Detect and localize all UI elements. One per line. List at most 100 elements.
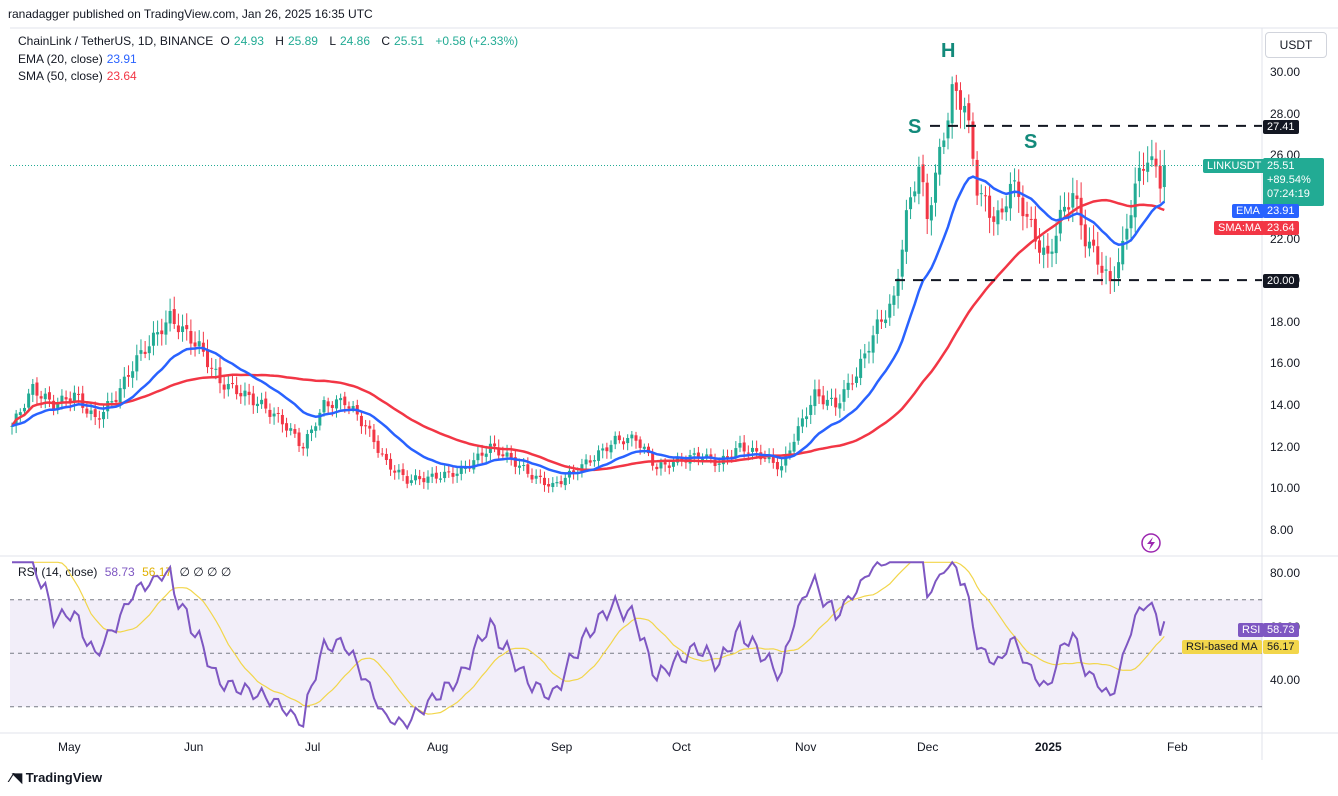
currency-button[interactable]: USDT	[1265, 32, 1327, 58]
candle-body	[351, 406, 355, 409]
candle-body	[22, 407, 26, 412]
time-tick-label: Sep	[551, 740, 573, 754]
candle-body	[230, 383, 234, 385]
candle-body	[958, 90, 962, 110]
candle-body	[771, 455, 775, 463]
candle-body	[1008, 183, 1012, 209]
candle-body	[310, 429, 314, 434]
candle-body	[904, 210, 908, 252]
candle-body	[513, 457, 517, 467]
candle-body	[763, 458, 767, 460]
candle-body	[605, 447, 609, 452]
candle-body	[293, 429, 297, 434]
candle-body	[60, 395, 64, 403]
candle-body	[767, 455, 771, 460]
key-levels	[10, 124, 1262, 282]
candle-body	[447, 471, 451, 473]
candle-body	[651, 452, 655, 466]
candle-body	[838, 403, 842, 409]
candle-body	[118, 388, 122, 403]
candle-body	[638, 439, 642, 448]
candle-body	[156, 332, 160, 335]
candle-body	[89, 410, 93, 415]
bolt-icon[interactable]	[1141, 533, 1161, 553]
sma-line	[10, 198, 1165, 472]
close-value: 25.51	[394, 34, 425, 48]
candle-body	[64, 397, 68, 400]
candle-body	[863, 353, 867, 359]
sma-legend-value: 23.64	[106, 69, 137, 83]
ema-value-tag: 23.91	[1263, 204, 1299, 218]
candle-body	[35, 382, 39, 396]
candle-body	[518, 465, 522, 468]
rsi-ma-value-tag: 56.17	[1263, 640, 1299, 654]
candle-body	[580, 464, 584, 472]
candle-body	[830, 397, 834, 399]
candle-body	[559, 481, 563, 485]
candle-body	[172, 309, 176, 325]
candle-body	[1079, 197, 1083, 226]
tradingview-logo[interactable]: ⁄◥ TradingView	[10, 770, 103, 785]
candle-body	[497, 447, 501, 456]
candle-body	[301, 446, 305, 449]
candle-body	[414, 475, 418, 481]
candle-body	[459, 467, 463, 474]
candle-body	[692, 453, 696, 455]
candle-body	[68, 398, 72, 402]
candle-body	[493, 443, 497, 447]
ema-legend[interactable]: EMA (20, close) 23.91	[18, 52, 137, 66]
time-tick-label: Nov	[795, 740, 817, 754]
candle-body	[825, 399, 829, 406]
candle-body	[226, 383, 230, 390]
candle-body	[522, 465, 526, 467]
candle-body	[1013, 180, 1017, 182]
candle-body	[418, 476, 422, 480]
candle-body	[285, 423, 289, 431]
candle-body	[721, 455, 725, 465]
sma-value-tag: 23.64	[1263, 221, 1299, 235]
candle-body	[584, 459, 588, 465]
time-tick-label: Jun	[184, 740, 204, 754]
candle-body	[484, 453, 488, 457]
candle-body	[609, 444, 613, 453]
candle-body	[934, 172, 938, 203]
candle-body	[988, 195, 992, 218]
candle-body	[613, 435, 617, 445]
candle-body	[617, 435, 621, 441]
rsi-tag: RSI	[1238, 623, 1265, 637]
candle-body	[168, 310, 172, 324]
time-tick-label: Jul	[305, 740, 321, 754]
resistance-tag: 27.41	[1263, 120, 1299, 134]
candle-body	[780, 466, 784, 471]
candle-body	[39, 396, 43, 399]
time-tick-label: Feb	[1167, 740, 1188, 754]
candle-body	[917, 166, 921, 194]
high-value: 25.89	[287, 34, 318, 48]
candle-body	[126, 375, 130, 377]
time-tick-label: Oct	[672, 740, 691, 754]
candle-body	[151, 332, 155, 346]
head-label: H	[941, 40, 956, 62]
candle-body	[1054, 235, 1058, 254]
candle-body	[314, 426, 318, 431]
sma-legend[interactable]: SMA (50, close) 23.64	[18, 69, 137, 83]
rsi-line	[12, 560, 1166, 731]
candle-body	[47, 392, 51, 400]
candle-body	[913, 191, 917, 197]
candle-body	[626, 437, 630, 444]
symbol-title[interactable]: ChainLink / TetherUS, 1D, BINANCE	[18, 34, 214, 48]
price-tick-label: 22.00	[1270, 231, 1301, 246]
candle-body	[775, 461, 779, 470]
candle-body	[892, 295, 896, 305]
candle-body	[176, 325, 180, 333]
candle-body	[1150, 156, 1154, 161]
left-shoulder-label: S	[908, 116, 922, 138]
candle-body	[526, 464, 530, 474]
candle-body	[297, 432, 301, 447]
candle-body	[1029, 218, 1033, 220]
candle-body	[630, 434, 634, 439]
candle-body	[214, 368, 218, 370]
low-value: 24.86	[340, 34, 371, 48]
candle-body	[1108, 271, 1112, 282]
